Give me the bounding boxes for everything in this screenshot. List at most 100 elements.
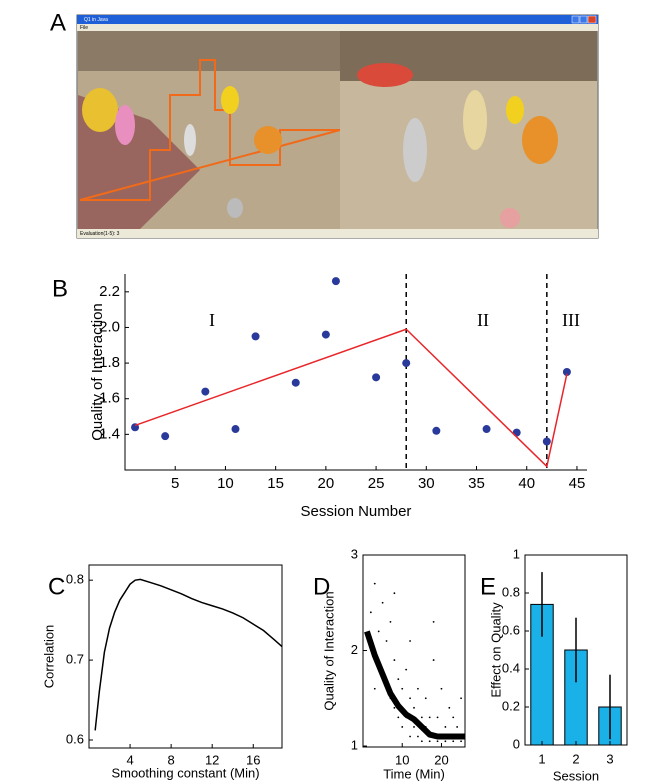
data-point [332, 277, 340, 285]
data-line [95, 579, 282, 730]
y-tick-label: 2 [351, 642, 358, 657]
data-point [201, 388, 209, 396]
data-point [448, 707, 450, 709]
x-tick-label: 5 [171, 475, 179, 492]
photo-robot [184, 124, 196, 156]
y-tick-label: 1 [351, 737, 358, 752]
data-point [393, 707, 395, 709]
x-axis-label: Smoothing constant (Min) [111, 765, 259, 780]
data-point [402, 359, 410, 367]
x-tick-label: 10 [395, 752, 409, 767]
data-point [452, 716, 454, 718]
y-tick-label: 3 [351, 546, 358, 561]
photo-toy [227, 198, 243, 218]
x-axis-label: Time (Min) [383, 766, 445, 781]
window-title: Q1 in Java [84, 17, 108, 23]
x-tick-label: 15 [267, 475, 284, 492]
data-point [393, 659, 395, 661]
data-point [413, 726, 415, 728]
photo-child [221, 86, 239, 114]
data-point [460, 697, 462, 699]
data-point [370, 611, 372, 613]
data-point [405, 669, 407, 671]
data-point [543, 437, 551, 445]
data-point [421, 740, 423, 742]
data-point [421, 716, 423, 718]
trend-line [135, 329, 567, 466]
axes [125, 274, 587, 470]
y-tick-label: 2.2 [99, 283, 120, 300]
data-point [437, 716, 439, 718]
data-point [513, 429, 521, 437]
close-button[interactable] [588, 16, 596, 23]
data-point [409, 640, 411, 642]
data-point [374, 688, 376, 690]
y-tick-label: 0 [513, 736, 520, 751]
y-tick-label: 0.2 [502, 698, 520, 713]
photo-wall [78, 31, 340, 71]
data-point [252, 332, 260, 340]
data-point [444, 726, 446, 728]
y-axis-label: Effect on Quality [488, 602, 503, 698]
data-point [378, 631, 380, 633]
data-point [393, 592, 395, 594]
x-tick-label: 25 [368, 475, 385, 492]
data-point [429, 716, 431, 718]
photo-cushion [357, 63, 413, 87]
data-point [456, 726, 458, 728]
x-tick-label: 35 [468, 475, 485, 492]
x-axis-label: Session Number [301, 503, 412, 520]
title-bar [77, 15, 598, 24]
maximize-button[interactable] [580, 16, 587, 23]
screenshot-window: Q1 in Java File Evaluation(1-5): 3 [77, 15, 598, 238]
data-point [397, 678, 399, 680]
x-axis-label: Session [553, 768, 599, 783]
photo-child [522, 116, 558, 164]
panel-label: C [48, 573, 65, 600]
data-point [429, 740, 431, 742]
data-point [292, 379, 300, 387]
region-label: II [477, 310, 489, 330]
data-point [441, 688, 443, 690]
menu-file[interactable]: File [80, 25, 88, 31]
y-tick-label: 0.8 [66, 572, 84, 587]
data-point [425, 697, 427, 699]
data-point [390, 621, 392, 623]
photo-child [463, 90, 487, 150]
x-tick-label: 30 [418, 475, 435, 492]
photo-object [82, 88, 118, 132]
figure: Q1 in Java File Evaluation(1-5): 3 A B C… [0, 0, 660, 783]
data-point [161, 432, 169, 440]
data-point [397, 716, 399, 718]
minimize-button[interactable] [572, 16, 579, 23]
y-tick-label: 0.7 [66, 652, 84, 667]
trend-line [367, 631, 465, 736]
plot-frame [89, 565, 282, 748]
data-point [322, 331, 330, 339]
y-axis-label: Quality of Interaction [321, 591, 336, 710]
data-point [382, 602, 384, 604]
data-point [386, 640, 388, 642]
data-point [409, 697, 411, 699]
data-point [433, 621, 435, 623]
data-point [231, 425, 239, 433]
photo-robot [403, 118, 427, 182]
data-point [417, 688, 419, 690]
panel-label: A [50, 9, 66, 36]
x-tick-label: 10 [217, 475, 234, 492]
y-tick-label: 1 [513, 546, 520, 561]
data-point [401, 726, 403, 728]
data-point [433, 659, 435, 661]
data-point [372, 373, 380, 381]
x-tick-label: 3 [606, 751, 613, 766]
data-point [413, 707, 415, 709]
region-label: I [209, 310, 215, 330]
region-label: III [562, 310, 580, 330]
status-bar [77, 229, 598, 238]
x-tick-label: 20 [318, 475, 335, 492]
data-point [460, 740, 462, 742]
photo-child [115, 105, 135, 145]
menu-bar [77, 24, 598, 31]
status-text: Evaluation(1-5): 3 [80, 231, 120, 237]
panel-label: E [480, 573, 496, 600]
